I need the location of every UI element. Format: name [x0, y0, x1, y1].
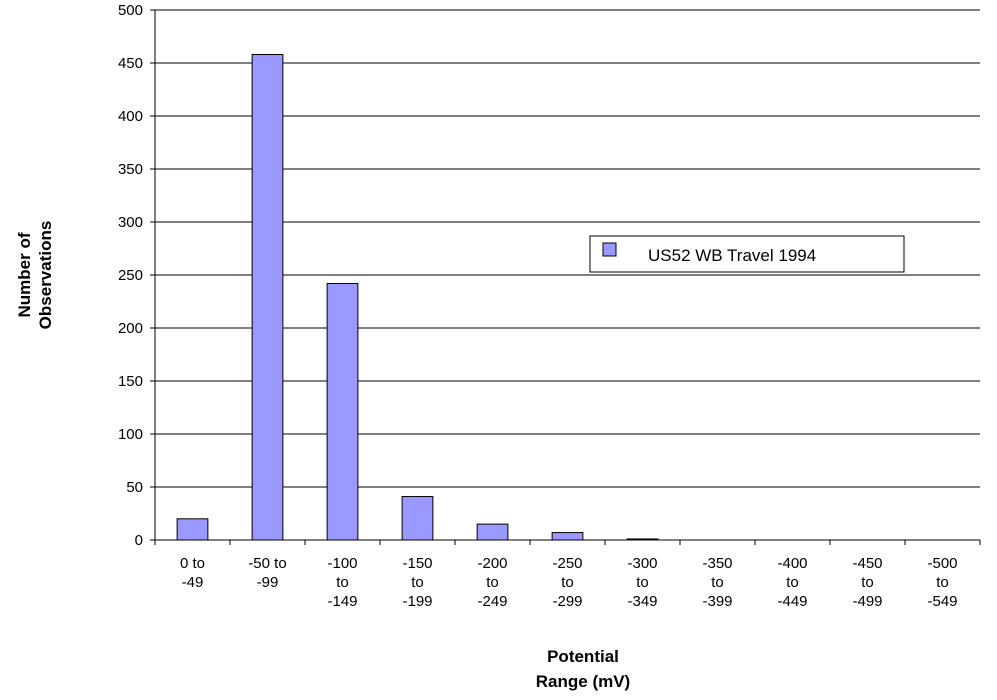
x-tick-label: -150 to -199	[402, 555, 432, 610]
bar	[251, 54, 284, 541]
y-tick-label: 50	[126, 479, 143, 496]
y-tick-label: 100	[118, 426, 143, 443]
y-tick-label: 0	[135, 532, 143, 549]
x-tick-label: -50 to -99	[248, 555, 286, 591]
y-tick-label: 250	[118, 267, 143, 284]
bar	[476, 523, 509, 541]
legend: US52 WB Travel 1994	[589, 235, 905, 273]
x-axis-title: Potential Range (mV)	[536, 647, 630, 691]
x-tick-label: -100 to -149	[327, 555, 357, 610]
x-tick-label: -200 to -249	[477, 555, 507, 610]
bars	[176, 54, 659, 541]
x-tick-label: -500 to -549	[927, 555, 957, 610]
bar	[176, 518, 209, 541]
axes	[150, 9, 981, 545]
y-tick-label: 300	[118, 214, 143, 231]
x-tick-label: -250 to -299	[552, 555, 582, 610]
x-tick-label: 0 to -49	[180, 555, 205, 591]
x-tick-label: -450 to -499	[852, 555, 882, 610]
y-tick-label: 400	[118, 108, 143, 125]
x-tick-labels: 0 to -49 -50 to -99 -100 to -149 -150 to -199 -200…	[180, 555, 958, 610]
x-tick-label: -300 to -349	[627, 555, 657, 610]
legend-box	[589, 235, 905, 273]
y-tick-label: 200	[118, 320, 143, 337]
y-tick-labels: 0 50 100 150 200 250 300 350 400 450 500	[118, 2, 143, 549]
y-tick-label: 450	[118, 55, 143, 72]
y-tick-label: 150	[118, 373, 143, 390]
bar	[326, 282, 359, 541]
x-tick-label: -350 to -399	[702, 555, 732, 610]
bar	[401, 496, 434, 541]
legend-label: US52 WB Travel 1994	[648, 246, 816, 265]
legend-swatch	[602, 242, 617, 257]
x-tick-label: -400 to -449	[777, 555, 807, 610]
y-tick-label: 350	[118, 161, 143, 178]
y-axis-title: Number of Observations	[15, 221, 55, 330]
gridlines	[155, 9, 980, 488]
bar	[551, 532, 584, 541]
y-tick-label: 500	[118, 2, 143, 19]
